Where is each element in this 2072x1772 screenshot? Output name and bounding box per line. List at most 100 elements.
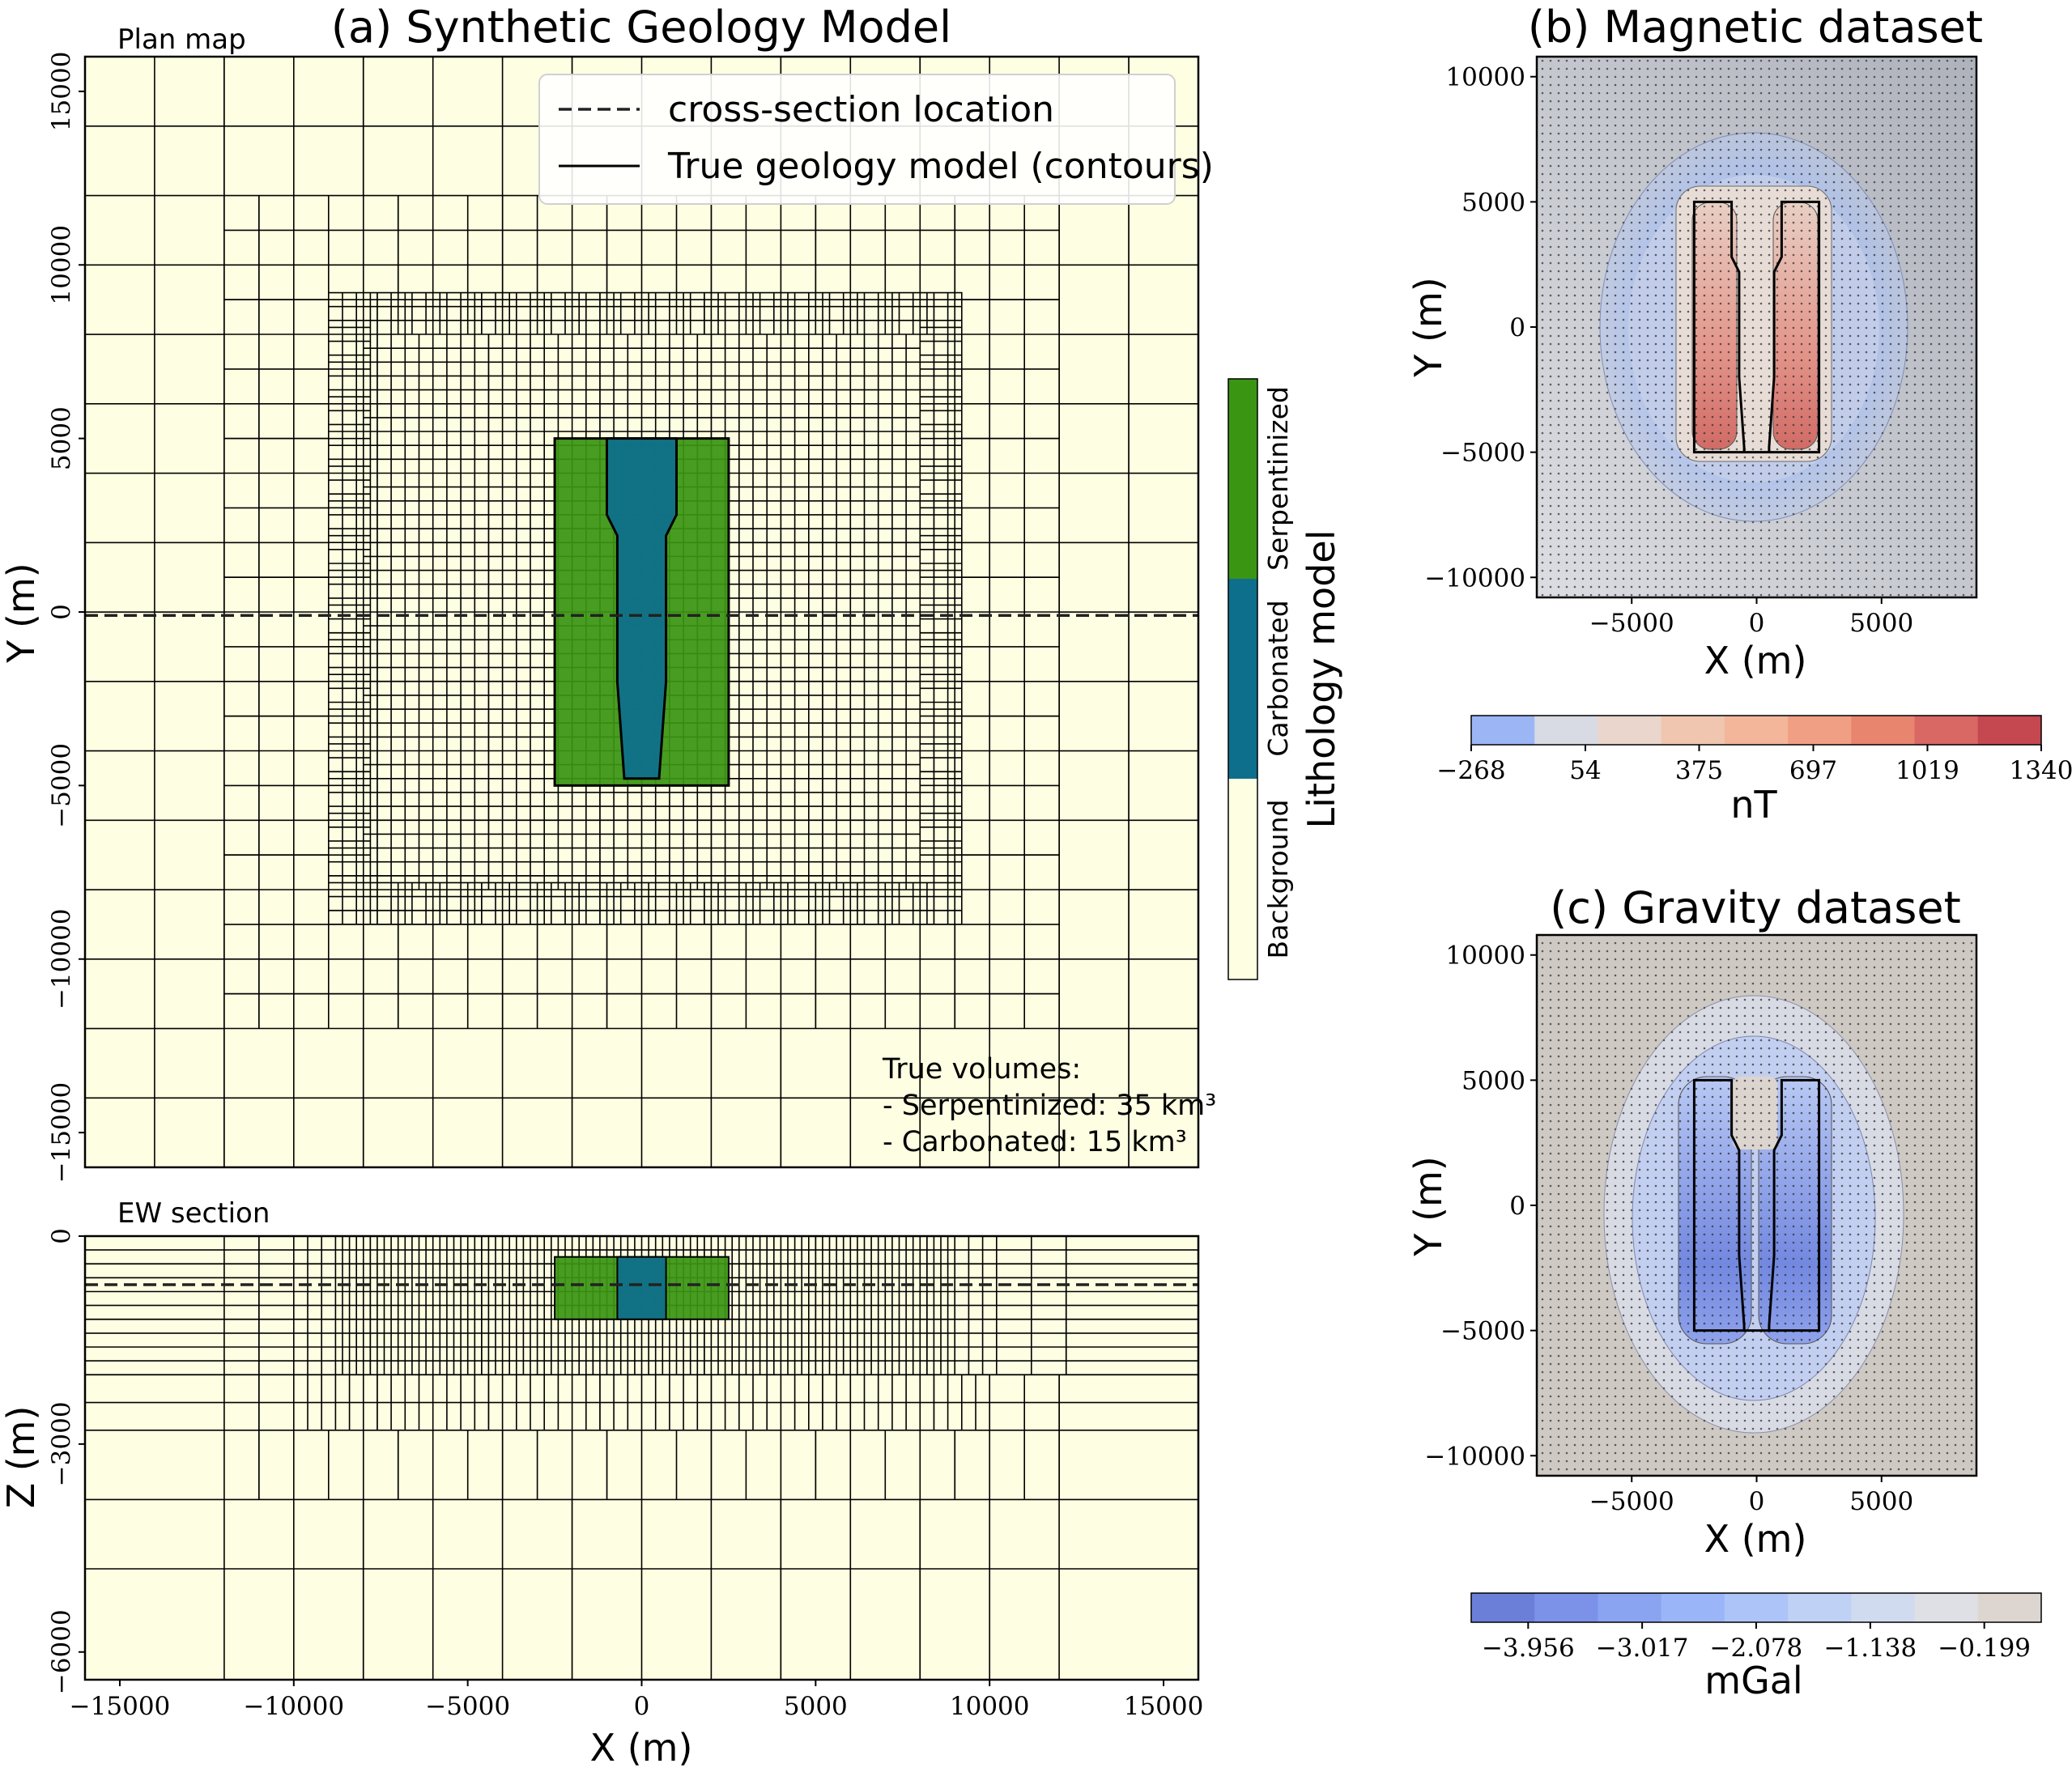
- x-tick-label: 5000: [1849, 1487, 1913, 1516]
- legend-entry-true-geology: True geology model (contours): [667, 146, 1214, 187]
- lithology-colorbar: Background Carbonated Serpentinized Lith…: [1227, 378, 1343, 980]
- y-tick-label: 10000: [1445, 941, 1525, 971]
- colorbar-tick-label: 1019: [1895, 756, 1959, 785]
- colorbar-swatch: [1471, 716, 1535, 745]
- colorbar-tick-label: −0.199: [1938, 1634, 2031, 1663]
- colorbar-title: Lithology model: [1300, 530, 1343, 829]
- magnetic-stations: [1537, 57, 1976, 597]
- y-tick-label: −5000: [1440, 439, 1525, 468]
- colorbar-swatch: [1534, 716, 1598, 745]
- colorbar-background-swatch: [1228, 779, 1257, 979]
- x-tick-label: 15000: [1124, 1692, 1204, 1721]
- magnetic-xlabel: X (m): [1704, 639, 1807, 682]
- magnetic-ylabel: Y (m): [1406, 277, 1450, 377]
- x-tick-label: −15000: [70, 1692, 171, 1721]
- x-tick-label: 10000: [950, 1692, 1030, 1721]
- colorbar-tick-label: −3.956: [1482, 1634, 1575, 1663]
- colorbar-frame: [1227, 378, 1258, 980]
- z-tick-label: −6000: [47, 1609, 76, 1694]
- panel-a-plan-map: (a) Synthetic Geology Model Plan map −15…: [0, 2, 1216, 1183]
- legend: cross-section location True geology mode…: [538, 74, 1214, 205]
- ew-section-y-ticks: 0 −3000 −6000: [47, 1228, 85, 1694]
- gravity-colorbar-label: mGal: [1704, 1659, 1802, 1702]
- colorbar-swatch: [1661, 716, 1725, 745]
- colorbar-carbonated-swatch: [1228, 579, 1257, 779]
- y-tick-label: −5000: [1440, 1317, 1525, 1346]
- colorbar-tick-label: −2.078: [1710, 1634, 1803, 1663]
- colorbar-tick-label: 54: [1569, 756, 1601, 785]
- section-carbonated-body: [616, 1256, 667, 1320]
- x-tick-label: 0: [1749, 609, 1765, 638]
- magnetic-geology-outline: [1692, 200, 1821, 454]
- gravity-map: [1537, 935, 1976, 1476]
- y-tick-label: 0: [47, 604, 76, 620]
- x-tick-label: 5000: [1849, 609, 1913, 638]
- legend-box: [538, 74, 1176, 205]
- z-tick-label: 0: [47, 1228, 76, 1244]
- x-tick-label: 0: [1749, 1487, 1765, 1516]
- y-tick-label: −5000: [47, 743, 76, 828]
- colorbar-swatch: [1724, 716, 1789, 745]
- y-tick-label: −10000: [1424, 1442, 1525, 1471]
- plan-map-geology-units: [553, 437, 730, 787]
- y-tick-label: −10000: [47, 908, 76, 1009]
- y-tick-label: −15000: [47, 1082, 76, 1183]
- colorbar-tick-label: −268: [1436, 756, 1505, 785]
- panel-b-magnetic: (b) Magnetic dataset −5000 0 5000−10000−50…: [1406, 2, 2072, 827]
- plan-map-mesh: [85, 57, 1198, 1167]
- colorbar-label-serpentinized: Serpentinized: [1262, 386, 1294, 571]
- plan-map-y-ticks: −15000 −10000 −5000 0 5000 10000 15000: [47, 52, 85, 1183]
- y-tick-label: 0: [1509, 313, 1525, 342]
- colorbar-tick-label: 1340: [2010, 756, 2072, 785]
- colorbar-swatch: [1851, 1593, 1916, 1622]
- annotation-line-3: - Carbonated: 15 km³: [883, 1126, 1187, 1158]
- panel-b-title: (b) Magnetic dataset: [1528, 2, 1983, 53]
- y-tick-label: 10000: [47, 225, 76, 305]
- colorbar-swatch: [1471, 1593, 1535, 1622]
- colorbar-tick-label: 697: [1789, 756, 1837, 785]
- colorbar-swatch: [1788, 716, 1852, 745]
- colorbar-swatch: [1598, 1593, 1662, 1622]
- y-tick-label: 5000: [1461, 1066, 1525, 1095]
- colorbar-serpentinized-swatch: [1228, 379, 1257, 579]
- x-tick-label: −5000: [1589, 1487, 1674, 1516]
- true-volumes-annotation: True volumes: - Serpentinized: 35 km³ - …: [882, 1053, 1216, 1158]
- x-tick-label: −5000: [425, 1692, 510, 1721]
- panel-c-title: (c) Gravity dataset: [1550, 882, 1961, 933]
- ew-section-ylabel: Z (m): [0, 1406, 43, 1509]
- magnetic-colorbar-label: nT: [1730, 783, 1777, 827]
- plan-map-label: Plan map: [117, 23, 246, 56]
- ew-section-geology-units: [554, 1256, 730, 1320]
- mesh-cells: [85, 57, 1198, 1167]
- ew-section-x-ticks: −15000 −10000 −5000 0 5000 10000 15000: [70, 1680, 1204, 1721]
- x-tick-label: −10000: [244, 1692, 345, 1721]
- colorbar-swatch: [1977, 1593, 2042, 1622]
- annotation-line-2: - Serpentinized: 35 km³: [883, 1090, 1216, 1122]
- colorbar-swatch: [1851, 716, 1916, 745]
- y-tick-label: 5000: [1461, 188, 1525, 217]
- x-tick-label: 0: [634, 1692, 650, 1721]
- colorbar-label-carbonated: Carbonated: [1262, 600, 1294, 756]
- panel-a-ew-section: EW section 0 −3000 −6000 −15000 −10000 −5000…: [0, 1197, 1204, 1770]
- gravity-xlabel: X (m): [1704, 1517, 1807, 1561]
- colorbar-swatch: [1534, 1593, 1598, 1622]
- colorbar-label-background: Background: [1262, 800, 1294, 959]
- plan-map-ylabel: Y (m): [0, 563, 43, 663]
- annotation-line-1: True volumes:: [882, 1053, 1081, 1086]
- panel-c-gravity: (c) Gravity dataset −5000 0 5000−10000−500…: [1406, 882, 2042, 1702]
- x-tick-label: −5000: [1589, 609, 1674, 638]
- ew-section-label: EW section: [117, 1197, 270, 1230]
- panel-a-title: (a) Synthetic Geology Model: [331, 2, 951, 53]
- colorbar-swatch: [1788, 1593, 1852, 1622]
- colorbar-swatch: [1914, 1593, 1979, 1622]
- colorbar-frame: [1470, 715, 2042, 746]
- y-tick-label: 15000: [47, 52, 76, 132]
- colorbar-swatch: [1724, 1593, 1789, 1622]
- gravity-ticks: −5000 0 5000 −10000 −5000 0 5000 10000: [1424, 941, 1913, 1516]
- colorbar-tick-label: −3.017: [1596, 1634, 1689, 1663]
- y-tick-label: 0: [1509, 1192, 1525, 1221]
- colorbar-swatch: [1977, 716, 2042, 745]
- y-tick-label: 10000: [1445, 63, 1525, 92]
- gravity-geology-outline: [1692, 1078, 1821, 1332]
